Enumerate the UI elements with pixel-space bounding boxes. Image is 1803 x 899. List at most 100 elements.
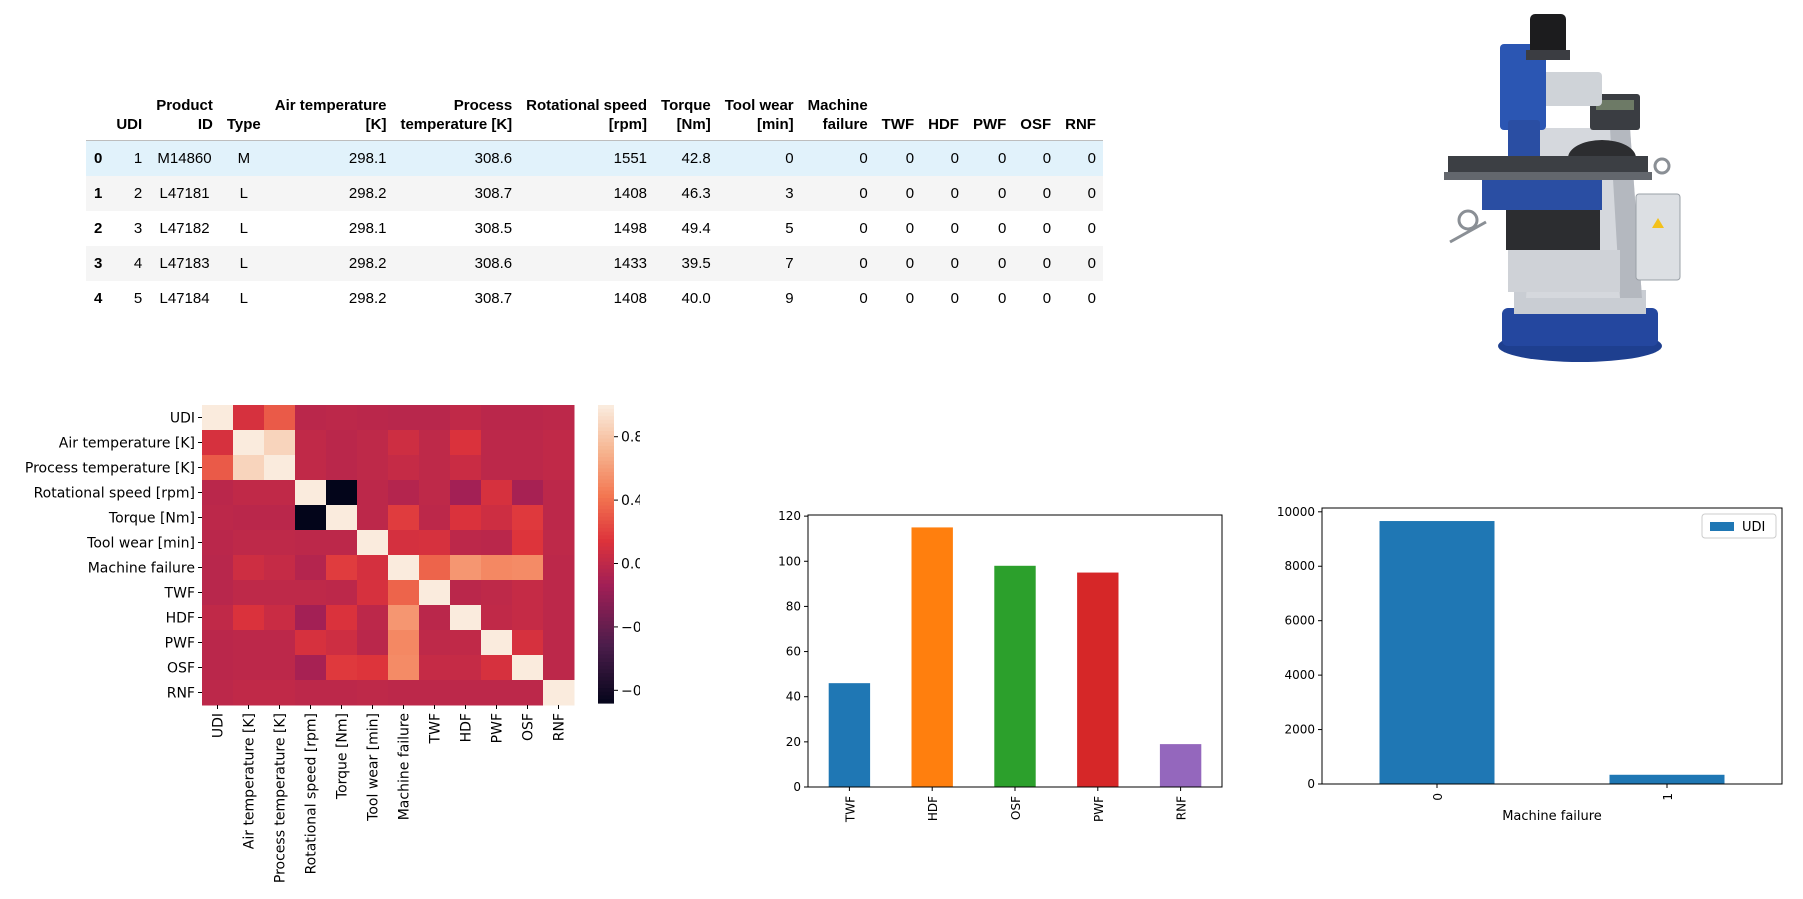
table-row: 4 5 L47184 L 298.2 308.7 1408 40.0 9 0 0 0 0 0 0: [86, 281, 1103, 316]
colorbar-segment: [598, 617, 614, 622]
colorbar-segment: [598, 434, 614, 440]
heatmap-cell: [326, 530, 358, 556]
heatmap-cell: [450, 430, 482, 456]
heatmap-cell: [264, 455, 296, 481]
heatmap-cell: [512, 430, 544, 456]
table-cell: 0: [1087, 149, 1096, 167]
heatmap-cell: [481, 405, 513, 431]
heatmap-cell: [326, 505, 358, 531]
heatmap-cell: [357, 480, 389, 506]
heatmap-cell: [357, 605, 389, 631]
colorbar-segment: [598, 695, 614, 700]
colorbar-segment: [598, 691, 614, 697]
failure-type-bar-chart: TWF HDF OSF PWF RNF 0 20 40 60 80 100 120: [778, 509, 1223, 823]
y-tick-label: Machine failure: [88, 561, 195, 577]
heatmap-cell: [450, 605, 482, 631]
heatmap-cell: [388, 605, 420, 631]
colorbar-segment: [598, 501, 614, 507]
heatmap-cell: [295, 505, 327, 531]
heatmap-cell: [295, 630, 327, 656]
heatmap-cell: [388, 505, 420, 531]
heatmap-cell: [419, 530, 451, 556]
heatmap-cell: [543, 580, 575, 606]
table-cell: 0: [1087, 184, 1096, 202]
table-cell: 0: [950, 149, 959, 167]
heatmap-cell: [202, 630, 234, 656]
table-cell: L: [239, 289, 248, 307]
legend-swatch: [1710, 522, 1734, 531]
heatmap-cell: [543, 605, 575, 631]
heatmap-cell: [481, 505, 513, 531]
table-body: 0 1 M14860 M 298.1 308.6 1551 42.8 0 0 0 0 0 0 0 1 2 L471…: [86, 140, 1103, 316]
column-header: Tool wear [min]: [717, 84, 801, 141]
heatmap-cell: [264, 605, 296, 631]
heatmap-cell: [512, 630, 544, 656]
colorbar-segment: [598, 635, 614, 641]
heatmap-cell: [202, 455, 234, 481]
x-tick-label: TWF: [843, 796, 857, 823]
y-tick-label: 100: [778, 554, 801, 568]
table-cell: L: [239, 219, 248, 237]
colorbar-segment: [598, 561, 614, 566]
heatmap-cell: [202, 655, 234, 681]
colorbar-segment: [598, 460, 614, 466]
heatmap-cell: [450, 630, 482, 656]
row-index: 1: [94, 184, 103, 202]
table-cell: 0: [859, 184, 868, 202]
heatmap-cell: [295, 605, 327, 631]
y-tick-label: UDI: [170, 411, 195, 427]
colorbar-segment: [598, 475, 614, 481]
colorbar-segment: [598, 647, 614, 652]
y-tick-label: 2000: [1284, 723, 1315, 737]
heatmap-cell: [357, 630, 389, 656]
colorbar-segment: [598, 468, 614, 473]
colorbar-segment: [598, 427, 614, 432]
x-tick-label: Process temperature [K]: [273, 713, 289, 883]
heatmap-cell: [357, 430, 389, 456]
table-cell: 0: [859, 149, 868, 167]
table-cell: 298.1: [348, 219, 387, 237]
machine-failure-bar-chart: 0 1 0 2000 4000 6000 8000 10000 Machine failure U…: [1277, 505, 1783, 824]
colorbar-segment: [598, 628, 614, 633]
table-cell: 0: [997, 254, 1007, 272]
table-cell: 0: [1042, 149, 1052, 167]
y-tick-label: RNF: [167, 686, 195, 702]
colorbar-segment: [598, 662, 614, 667]
heatmap-cell: [295, 680, 327, 706]
heatmap-cell: [388, 530, 420, 556]
table-cell: 39.5: [681, 254, 711, 272]
heatmap-cell: [543, 480, 575, 506]
column-header: Type: [219, 84, 268, 141]
table-cell: M14860: [157, 149, 212, 167]
plot-frame: [807, 514, 1223, 788]
bar: [828, 683, 871, 787]
heatmap-cell: [450, 530, 482, 556]
heatmap-cell: [388, 655, 420, 681]
colorbar-segment: [598, 624, 614, 630]
heatmap-cell: [264, 630, 296, 656]
colorbar-segment: [598, 535, 614, 540]
table-row: 3 4 L47183 L 298.2 308.6 1433 39.5 7 0 0 0 0 0 0: [86, 245, 1103, 281]
y-tick-label: Rotational speed [rpm]: [34, 486, 195, 502]
heatmap-cell: [326, 455, 358, 481]
heatmap-cell: [450, 680, 482, 706]
table-cell: 0: [950, 289, 959, 307]
heatmap-cell: [202, 555, 234, 581]
heatmap-cell: [481, 530, 513, 556]
table-header-row: UDI Product ID Type Air temperature [K] Proces…: [86, 84, 1103, 141]
heatmap-cell: [419, 505, 451, 531]
heatmap-cell: [512, 555, 544, 581]
colorbar-segment: [598, 613, 614, 618]
heatmap-cell: [233, 580, 265, 606]
y-tick-label: 40: [786, 690, 801, 704]
colorbar-segment: [598, 490, 614, 495]
x-tick-label: OSF: [521, 713, 537, 741]
heatmap-cell: [512, 680, 544, 706]
column-header: Product ID: [149, 84, 220, 141]
colorbar-segment: [598, 472, 614, 477]
heatmap-cell: [264, 530, 296, 556]
heatmap-cell: [202, 430, 234, 456]
y-tick-label: 10000: [1277, 505, 1315, 519]
column-header: HDF: [921, 84, 966, 141]
colorbar-segment: [598, 587, 614, 592]
